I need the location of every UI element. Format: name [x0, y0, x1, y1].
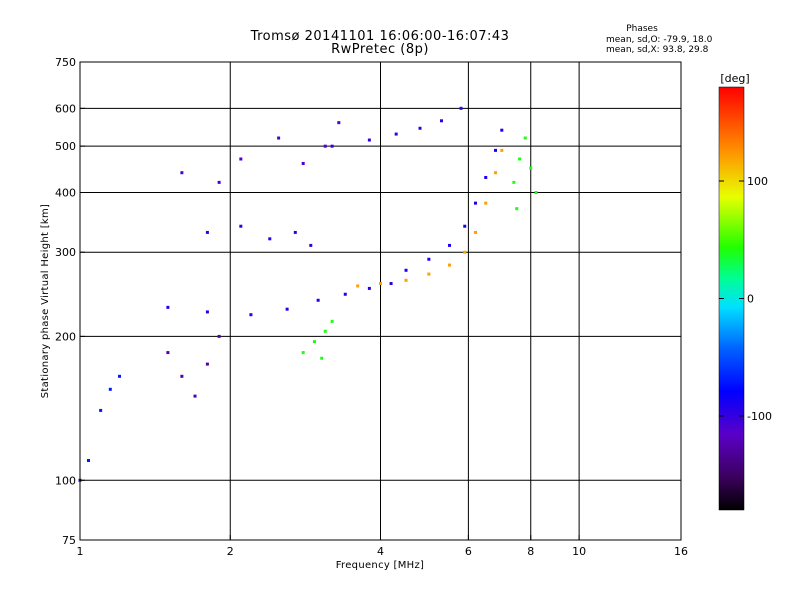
- data-point: [500, 148, 504, 152]
- data-point: [427, 272, 431, 276]
- data-point: [293, 230, 297, 234]
- colorbar-tick-label: -100: [747, 410, 772, 423]
- data-point: [427, 257, 431, 261]
- data-point: [534, 190, 538, 194]
- data-point: [330, 144, 334, 148]
- data-point: [484, 175, 488, 179]
- data-point: [459, 106, 463, 110]
- data-point: [312, 340, 316, 344]
- data-point: [166, 351, 170, 355]
- data-point: [379, 282, 382, 286]
- data-point: [473, 201, 477, 205]
- data-point: [301, 351, 305, 355]
- data-point: [440, 119, 444, 123]
- data-point: [515, 207, 519, 211]
- x-tick-label: 10: [572, 545, 586, 558]
- x-tick-label: 8: [527, 545, 534, 558]
- data-point: [320, 356, 324, 360]
- data-point: [463, 224, 467, 228]
- data-point: [166, 305, 170, 309]
- x-tick-label: 2: [227, 545, 234, 558]
- data-point: [367, 138, 371, 142]
- data-point: [205, 362, 209, 366]
- data-point: [239, 157, 243, 161]
- x-tick-label: 16: [674, 545, 688, 558]
- data-point: [343, 292, 347, 296]
- data-point: [330, 319, 334, 323]
- x-axis-ticks: 1 2 4 6 8 10 16: [77, 535, 688, 558]
- y-tick-label: 500: [55, 140, 76, 153]
- y-tick-label: 75: [62, 534, 76, 547]
- data-points: [78, 106, 538, 482]
- data-point: [404, 278, 408, 282]
- data-point: [367, 286, 371, 290]
- phases-heading: Phases: [626, 24, 658, 34]
- x-tick-label: 1: [77, 545, 84, 558]
- x-tick-label: 6: [465, 545, 472, 558]
- data-point: [484, 201, 488, 205]
- data-point: [108, 387, 112, 391]
- data-point: [205, 310, 209, 314]
- data-point: [494, 171, 498, 175]
- data-point: [268, 237, 272, 241]
- y-tick-label: 100: [55, 474, 76, 487]
- data-point: [118, 374, 122, 378]
- data-point: [277, 136, 281, 140]
- y-axis-label: Stationary phase Virtual Height [km]: [40, 204, 51, 398]
- data-point: [217, 180, 221, 184]
- chart-subtitle: RwPretec (8p): [331, 42, 429, 57]
- data-point: [180, 171, 184, 175]
- data-point: [87, 458, 91, 462]
- data-point: [394, 132, 398, 136]
- data-point: [99, 408, 103, 412]
- data-point: [523, 136, 527, 140]
- data-point: [323, 144, 327, 148]
- colorbar-label: [deg]: [720, 72, 749, 85]
- data-point: [193, 394, 197, 398]
- data-point: [316, 298, 320, 302]
- data-point: [448, 243, 452, 247]
- data-point: [529, 166, 533, 170]
- data-point: [500, 128, 504, 132]
- data-point: [494, 148, 498, 152]
- y-tick-label: 200: [55, 330, 76, 343]
- y-tick-label: 400: [55, 186, 76, 199]
- data-point: [512, 180, 516, 184]
- phase-stats-x: mean, sd,X: 93.8, 29.8: [606, 45, 709, 55]
- data-point: [205, 230, 209, 234]
- x-tick-label: 4: [377, 545, 384, 558]
- grid-lines: [80, 62, 681, 540]
- data-point: [356, 284, 360, 288]
- chart-title: Tromsø 20141101 16:06:00-16:07:43: [250, 29, 510, 44]
- data-point: [239, 224, 243, 228]
- y-axis-ticks: 75 100 200 300 400 500 600 750: [55, 56, 85, 547]
- y-tick-label: 750: [55, 56, 76, 69]
- data-point: [389, 282, 393, 286]
- data-point: [249, 313, 253, 317]
- colorbar-ticks: 100 0 -100: [719, 175, 772, 423]
- colorbar-tick-label: 0: [747, 293, 754, 306]
- data-point: [473, 230, 477, 234]
- data-point: [217, 334, 221, 338]
- data-point: [418, 126, 422, 130]
- data-point: [309, 243, 313, 247]
- data-point: [404, 268, 408, 272]
- y-tick-label: 300: [55, 246, 76, 259]
- phase-stats-o: mean, sd,O: -79.9, 18.0: [606, 35, 713, 45]
- data-point: [301, 161, 305, 165]
- x-axis-label: Frequency [MHz]: [336, 560, 425, 571]
- data-point: [180, 374, 184, 378]
- data-point: [448, 263, 452, 267]
- colorbar-tick-label: 100: [747, 175, 768, 188]
- data-point: [463, 250, 467, 254]
- data-point: [518, 157, 522, 161]
- data-point: [337, 121, 341, 125]
- data-point: [285, 307, 289, 311]
- y-tick-label: 600: [55, 102, 76, 115]
- data-point: [323, 329, 327, 333]
